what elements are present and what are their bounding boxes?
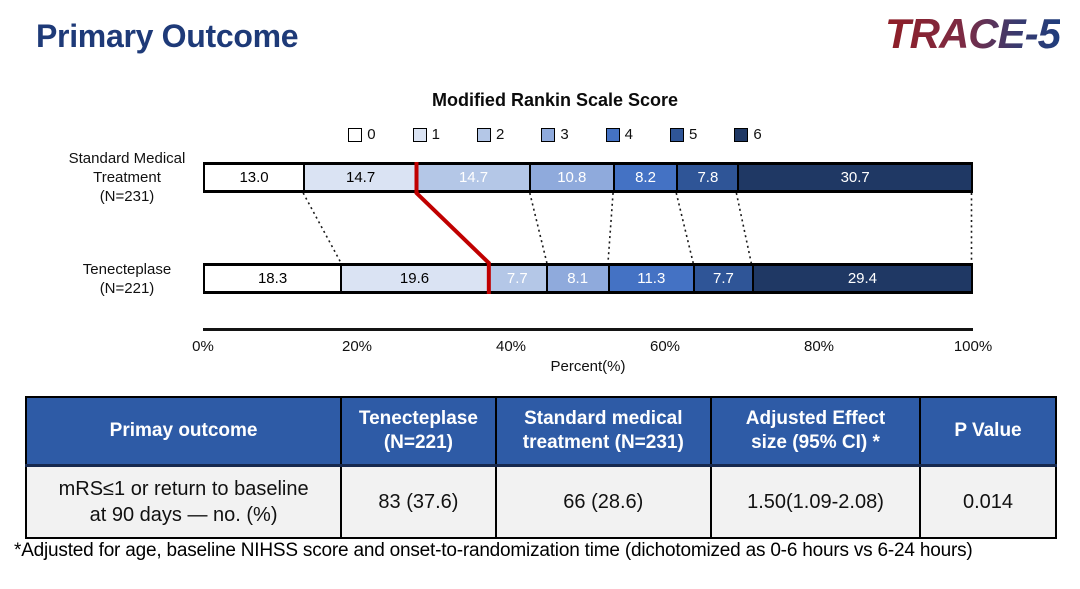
legend-swatch-6 [734,127,749,142]
x-axis-tick-0%: 0% [192,338,214,355]
table-header-row: Primay outcome Tenecteplase (N=221) Stan… [24,396,1057,467]
legend-item-5: 5 [670,126,697,143]
header-cell-p-value: P Value [919,396,1057,467]
legend-swatch-5 [670,127,685,142]
legend-label: 1 [431,126,440,143]
bar-label-tenecteplase: Tenecteplase (N=221) [82,261,172,298]
stacked-bar-standard-medical-treatment: 13.0 14.7 14.7 10.8 8.2 7.8 30.7 [203,162,973,193]
bar-segment-mrs3: 10.8 [531,165,615,190]
bar-segment-mrs0: 18.3 [205,266,343,291]
header-cell-standard-medical: Standard medical treatment (N=231) [494,396,712,467]
x-axis-tick-60%: 60% [649,338,681,355]
chart-title: Modified Rankin Scale Score [431,90,679,110]
legend-swatch-1 [412,127,427,142]
cell-effect-size: 1.50(1.09-2.08) [709,464,922,539]
cell-outcome-label: mRS≤1 or return to baseline at 90 days —… [24,464,343,539]
dotted-connector-line [607,192,614,264]
dotted-connector-line [675,192,694,264]
legend-swatch-3 [541,127,556,142]
bar-segment-mrs3: 8.1 [547,266,610,291]
bar-segment-mrs5: 7.8 [678,165,740,190]
header-cell-tenecteplase: Tenecteplase (N=221) [340,396,497,467]
cell-standard-value: 66 (28.6) [494,464,712,539]
chart-legend: 0 1 2 3 4 5 6 [170,126,940,143]
legend-item-4: 4 [605,126,634,143]
results-table: Primay outcome Tenecteplase (N=221) Stan… [24,396,1057,539]
bar-segment-mrs6: 30.7 [739,165,972,190]
x-axis-line [203,328,973,331]
table-row: mRS≤1 or return to baseline at 90 days —… [24,464,1057,539]
legend-label: 4 [624,126,634,143]
legend-label: 3 [560,126,569,143]
trace5-logo: TRACE-5 [884,10,1061,57]
bar-segment-mrs6: 29.4 [753,266,971,291]
x-axis-tick-80%: 80% [803,338,835,355]
legend-swatch-2 [476,127,491,142]
legend-label: 0 [367,126,376,143]
legend-label: 6 [753,126,762,143]
legend-item-3: 3 [541,126,569,143]
x-axis-label: Percent(%) [550,358,626,375]
x-axis-ticks: 0% 20% 40% 60% 80% 100% [192,338,992,358]
legend-label: 2 [495,126,505,143]
cell-p-value: 0.014 [919,464,1057,539]
bar-segment-mrs2: 14.7 [418,165,532,190]
cell-tenecteplase-value: 83 (37.6) [340,464,497,539]
bar-segment-mrs1: 19.6 [342,266,489,291]
x-axis-tick-40%: 40% [495,338,527,355]
x-axis-tick-100%: 100% [953,338,993,355]
dotted-connector-line [735,192,753,264]
bar-segment-mrs4: 11.3 [609,266,696,291]
footnote: *Adjusted for age, baseline NIHSS score … [14,540,973,561]
legend-swatch-4 [605,127,620,142]
legend-item-6: 6 [734,126,762,143]
header-cell-adjusted-effect: Adjusted Effect size (95% CI) * [709,396,922,467]
bar-segment-mrs5: 7.7 [695,266,754,291]
dotted-connector-line [529,192,548,264]
bar-segment-mrs0: 13.0 [205,165,306,190]
bar-segment-mrs4: 8.2 [614,165,679,190]
legend-swatch-0 [348,127,363,142]
stacked-bar-tenecteplase: 18.3 19.6 7.7 8.1 11.3 7.7 29.4 [203,263,973,294]
legend-label: 5 [689,126,698,143]
header-cell-primary-outcome: Primay outcome [24,396,343,467]
x-axis-tick-20%: 20% [341,338,373,355]
page-title: Primary Outcome [36,18,299,54]
bar-segment-mrs1: 14.7 [305,165,419,190]
dotted-connector-line [302,192,342,264]
legend-item-1: 1 [412,126,440,143]
bar-label-standard-medical-treatment: Standard Medical Treatment (N=231) [68,150,186,206]
legend-item-2: 2 [476,126,505,143]
legend-item-0: 0 [348,126,376,143]
bar-segment-mrs2: 7.7 [488,266,548,291]
